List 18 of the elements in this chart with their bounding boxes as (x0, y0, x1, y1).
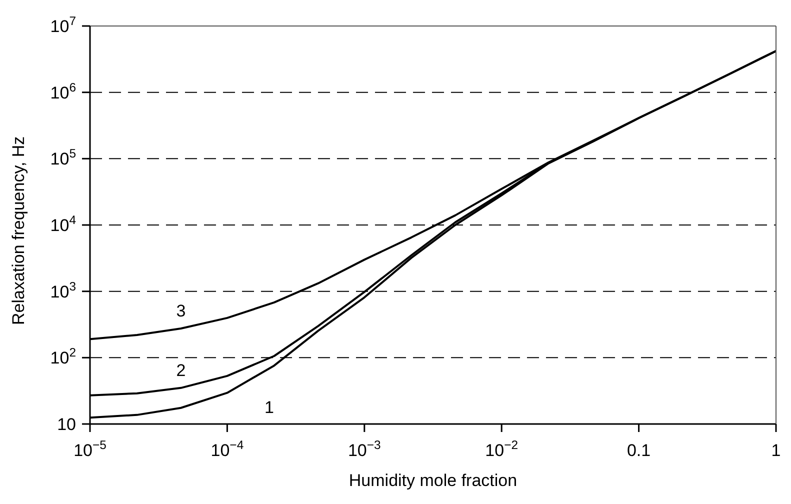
series-label: 2 (176, 360, 186, 380)
y-tick-label: 10$^{5}$ (50, 146, 76, 169)
y-tick-label: 10$^{3}$ (50, 279, 76, 302)
y-tick-label: 10$^{7}$ (50, 14, 76, 36)
x-tick-label: 1 (771, 441, 781, 460)
y-tick-label: 10$^{4}$ (50, 213, 76, 235)
x-tick-label: 10$^{−3}$ (348, 438, 382, 460)
x-axis-title: Humidity mole fraction (348, 471, 518, 490)
series-label: 3 (176, 302, 186, 321)
y-tick-label: 10$^{2}$ (50, 346, 76, 368)
x-tick-label: 10$^{−4}$ (210, 438, 244, 460)
y-axis-title: Relaxation frequency, Hz (9, 136, 28, 325)
x-tick-label: 10$^{−2}$ (485, 438, 518, 460)
y-tick-label: 10 (57, 415, 76, 434)
x-tick-label: 10$^{−5}$ (74, 438, 107, 460)
series-label: 1 (264, 398, 274, 417)
x-tick-label: 0.1 (626, 441, 651, 460)
y-tick-label: 10$^{6}$ (50, 80, 76, 102)
